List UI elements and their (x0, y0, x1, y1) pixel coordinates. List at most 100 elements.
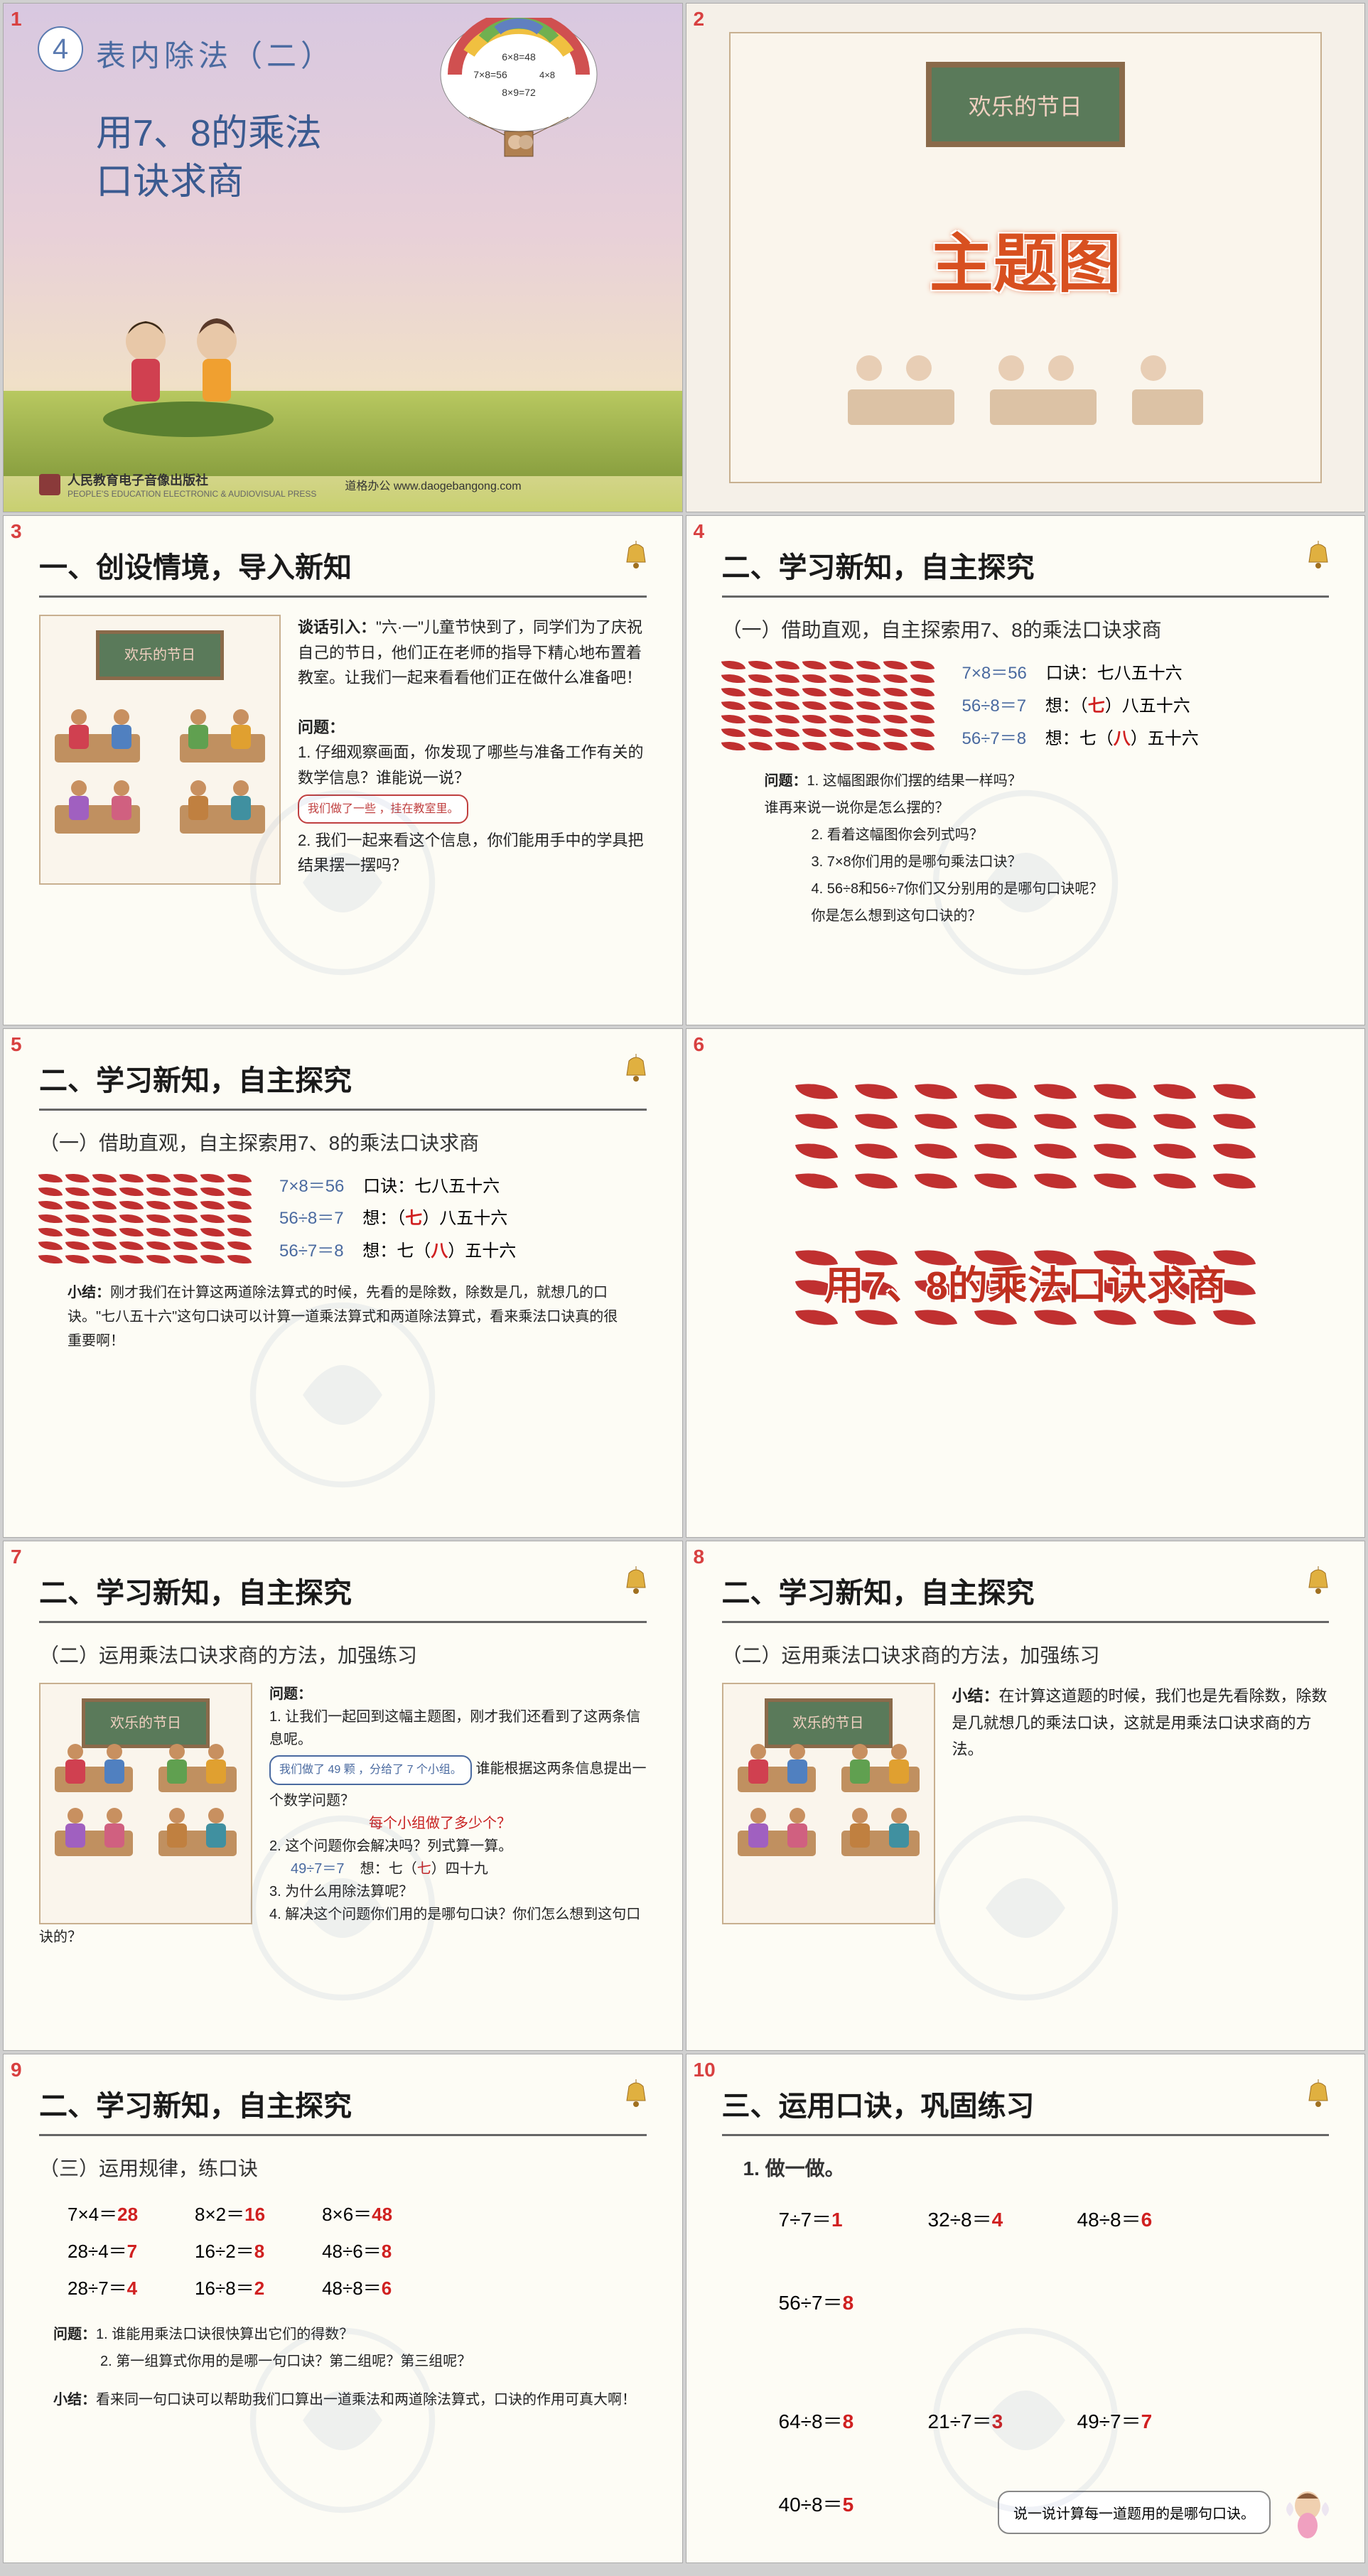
equation-line: 16÷2＝8 (195, 2233, 265, 2270)
kids-tables (731, 1731, 927, 1909)
leaf-icon (855, 1108, 898, 1134)
leaf-icon (795, 1138, 838, 1164)
section-title: 二、学习新知，自主探究 (39, 1570, 647, 1623)
theme-frame: 欢乐的节日 主题图 (729, 32, 1323, 483)
leaf-icon (227, 1238, 252, 1253)
leaf-icon (883, 699, 907, 713)
leaf-icon (1034, 1168, 1077, 1194)
slide-7: 7 二、学习新知，自主探究 （二）运用乘法口诀求商的方法，加强练习 欢乐的节日 … (3, 1541, 683, 2050)
leaf-icon (200, 1211, 225, 1226)
equation-item: 7÷7＝1 (779, 2196, 893, 2243)
equation-line: 28÷4＝7 (68, 2233, 138, 2270)
slide-grid: 1 4 表内除法（二） 用7、8的乘法 口诀求商 6×8=48 7×8=56 4… (3, 3, 1365, 2563)
leaf-icon (721, 672, 745, 686)
leaf-icon (65, 1184, 90, 1199)
slide-2: 2 欢乐的节日 主题图 (686, 3, 1366, 512)
leaf-icon (38, 1197, 63, 1212)
leaf-icon (748, 712, 772, 727)
leaf-icon (915, 1168, 957, 1194)
leaf-icon (227, 1251, 252, 1266)
bell-icon (618, 537, 654, 573)
publisher-row: 人民教育电子音像出版社 PEOPLE'S EDUCATION ELECTRONI… (39, 470, 522, 499)
leaf-icon (856, 699, 880, 713)
leaf-icon (883, 712, 907, 727)
leaf-icon (92, 1224, 117, 1239)
leaf-icon (748, 739, 772, 754)
question-list: 问题：1. 这幅图跟你们摆的结果一样吗？ 谁再来说一说你是怎么摆的？ 2. 看着… (765, 767, 1330, 929)
leaf-icon (721, 658, 745, 673)
leaf-icon (775, 726, 799, 740)
leaf-icon (200, 1197, 225, 1212)
lesson-title: 用7、8的乘法 口诀求商 (96, 110, 322, 206)
blackboard: 欢乐的节日 (926, 62, 1125, 147)
leaf-icon (855, 1078, 898, 1104)
speech-bubble: 我们做了一些 ，挂在教室里。 (298, 794, 468, 824)
svg-text:8×9=72: 8×9=72 (502, 87, 536, 98)
tip-bubble: 说一说计算每一道题用的是哪句口诀。 (998, 2491, 1271, 2534)
leaf-icon (1094, 1108, 1136, 1134)
leaf-icon (802, 699, 826, 713)
leaf-icon (227, 1211, 252, 1226)
section-title: 二、学习新知，自主探究 (39, 1057, 647, 1111)
equation-grid: 7÷7＝132÷8＝448÷8＝656÷7＝864÷8＝821÷7＝349÷7＝… (779, 2196, 1330, 2529)
leaf-icon (775, 685, 799, 700)
leaf-icon (910, 699, 934, 713)
leaf-icon (802, 739, 826, 754)
bell-icon (618, 1050, 654, 1086)
leaf-icon (910, 672, 934, 686)
leaf-icon (146, 1238, 171, 1253)
equation-line: 48÷8＝6 (322, 2270, 392, 2307)
leaves-array (39, 1170, 251, 1267)
kids-tables (48, 691, 272, 869)
section-title: 二、学习新知，自主探究 (39, 2083, 647, 2136)
leaf-icon (856, 658, 880, 673)
leaf-icon (856, 685, 880, 700)
leaf-icon (795, 1078, 838, 1104)
leaf-icon (1034, 1078, 1077, 1104)
leaf-icon (795, 1168, 838, 1194)
leaf-icon (910, 658, 934, 673)
leaf-icon (1153, 1078, 1196, 1104)
leaf-icon (721, 726, 745, 740)
leaf-icon (1034, 1138, 1077, 1164)
slide-number: 1 (11, 8, 22, 31)
fairy-tip: 说一说计算每一道题用的是哪句口诀。 (998, 2484, 1336, 2541)
bell-icon (1300, 2076, 1336, 2111)
leaf-icon (829, 685, 853, 700)
leaf-icon (119, 1197, 144, 1212)
slide-3: 3 一、创设情境，导入新知 欢乐的节日 谈话引入："六·一"儿童节快到了，同学们… (3, 515, 683, 1025)
leaf-icon (1094, 1138, 1136, 1164)
leaf-icon (855, 1138, 898, 1164)
leaf-icon (38, 1170, 63, 1185)
leaf-icon (910, 685, 934, 700)
slide-number: 10 (694, 2059, 716, 2081)
leaf-icon (1094, 1168, 1136, 1194)
unit-title: 表内除法（二） (96, 32, 335, 75)
equation-line: 7×4＝28 (68, 2196, 138, 2233)
leaf-icon (119, 1251, 144, 1266)
leaf-icon (1213, 1138, 1256, 1164)
leaf-icon (856, 726, 880, 740)
slide-8: 8 二、学习新知，自主探究 （二）运用乘法口诀求商的方法，加强练习 欢乐的节日 … (686, 1541, 1366, 2050)
slide-number: 3 (11, 520, 22, 543)
leaf-icon (775, 712, 799, 727)
classroom-image: 欢乐的节日 (39, 615, 281, 885)
equation-line: 48÷6＝8 (322, 2233, 392, 2270)
leaf-icon (974, 1168, 1017, 1194)
leaf-icon (1094, 1078, 1136, 1104)
leaf-icon (146, 1170, 171, 1185)
slide-number: 6 (694, 1033, 705, 1056)
slide-number: 5 (11, 1033, 22, 1056)
leaf-icon (92, 1238, 117, 1253)
leaf-icon (119, 1211, 144, 1226)
leaf-icon (829, 672, 853, 686)
unit-number-circle: 4 (38, 26, 83, 72)
leaf-icon (119, 1238, 144, 1253)
leaf-icon (65, 1197, 90, 1212)
leaf-icon (38, 1224, 63, 1239)
leaf-icon (173, 1224, 198, 1239)
leaf-icon (173, 1251, 198, 1266)
leaf-icon (200, 1238, 225, 1253)
leaf-icon (915, 1138, 957, 1164)
slide-1: 1 4 表内除法（二） 用7、8的乘法 口诀求商 6×8=48 7×8=56 4… (3, 3, 683, 512)
